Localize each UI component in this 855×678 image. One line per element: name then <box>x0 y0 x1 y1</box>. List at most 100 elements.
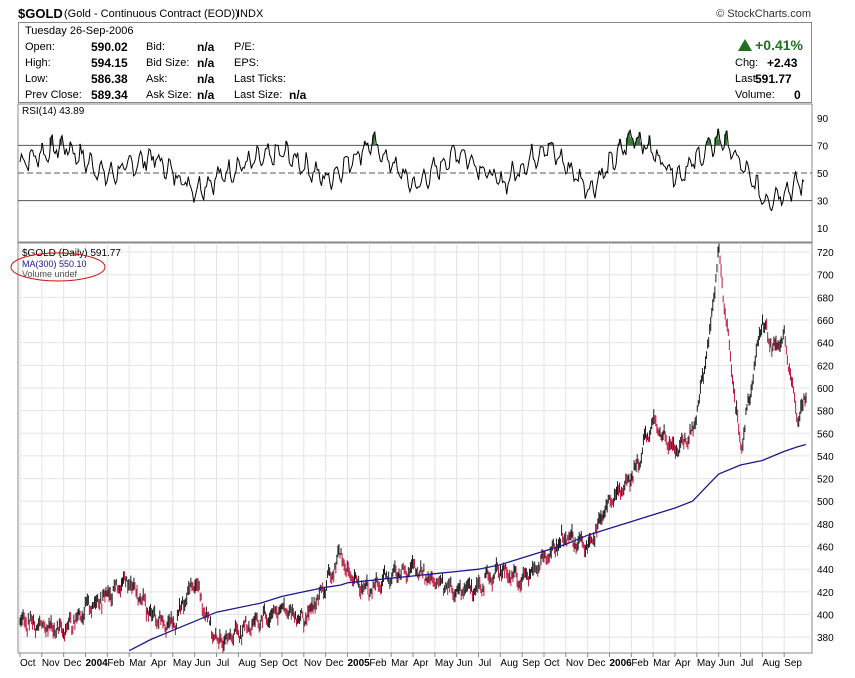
quote-date: Tuesday 26-Sep-2006 <box>25 25 134 37</box>
rsi-tick-50: 50 <box>817 169 829 180</box>
price-tick-600: 600 <box>817 384 834 395</box>
rsi-overbought-segment <box>551 143 554 146</box>
price-tick-420: 420 <box>817 588 834 599</box>
last-size-value: n/a <box>289 88 307 102</box>
price-tick-440: 440 <box>817 565 834 576</box>
ma-300-line <box>128 443 807 652</box>
rsi-tick-labels: 10 30 50 70 90 <box>817 114 829 235</box>
x-label-mar: Mar <box>129 658 147 669</box>
price-tick-520: 520 <box>817 475 834 486</box>
rsi-overbought-segment <box>707 137 709 146</box>
x-label-feb: Feb <box>369 658 387 669</box>
rsi-overbought-segment <box>715 136 718 146</box>
x-label-jul: Jul <box>741 658 754 669</box>
volume-value: 0 <box>794 88 801 102</box>
price-tick-700: 700 <box>817 271 834 282</box>
x-label-2006: 2006 <box>610 658 633 669</box>
bid-label: Bid: <box>146 41 165 53</box>
x-label-mar: Mar <box>391 658 409 669</box>
x-label-dec: Dec <box>588 658 606 669</box>
open-value: 590.02 <box>91 40 128 54</box>
symbol-description: (Gold - Continuous Contract (EOD)) <box>64 8 239 20</box>
chart-header: $GOLD (Gold - Continuous Contract (EOD))… <box>0 0 855 22</box>
last-value: 591.77 <box>755 72 792 86</box>
rsi-overbought-segment <box>370 144 373 146</box>
rsi-overbought-segment <box>639 142 642 146</box>
x-label-aug: Aug <box>500 658 518 669</box>
percent-change: +0.41% <box>738 37 803 53</box>
low-label: Low: <box>25 73 49 85</box>
x-label-jul: Jul <box>479 658 492 669</box>
brand-link[interactable]: © StockCharts.com <box>716 8 811 20</box>
symbol-title: $GOLD <box>18 6 63 21</box>
rsi-overbought-segment <box>638 131 641 146</box>
ask-size-value: n/a <box>197 88 215 102</box>
rsi-overbought-segment <box>60 135 63 146</box>
x-label-feb: Feb <box>107 658 125 669</box>
prev-close-value: 589.34 <box>91 88 128 102</box>
x-label-nov: Nov <box>304 658 322 669</box>
quote-panel: Tuesday 26-Sep-2006 Open: 590.02 High: 5… <box>18 22 812 103</box>
rsi-overbought-segment <box>273 144 276 146</box>
rsi-overbought-segment <box>708 139 711 146</box>
ask-size-label: Ask Size: <box>146 89 192 101</box>
x-label-may: May <box>435 658 454 669</box>
x-label-apr: Apr <box>675 658 691 669</box>
rsi-overbought-segment <box>550 142 552 146</box>
x-label-sep: Sep <box>784 658 802 669</box>
x-label-mar: Mar <box>653 658 671 669</box>
rsi-overbought-segment <box>631 138 633 146</box>
rsi-tick-10: 10 <box>817 224 829 235</box>
x-label-dec: Dec <box>64 658 82 669</box>
x-label-may: May <box>697 658 716 669</box>
rsi-overbought-segment <box>373 132 375 146</box>
price-tick-540: 540 <box>817 452 834 463</box>
rsi-overbought-segment <box>548 143 551 146</box>
x-label-aug: Aug <box>762 658 780 669</box>
rsi-tick-70: 70 <box>817 141 829 152</box>
x-label-jun: Jun <box>457 658 473 669</box>
price-tick-560: 560 <box>817 429 834 440</box>
pe-label: P/E: <box>234 41 255 53</box>
x-label-apr: Apr <box>151 658 167 669</box>
last-size-label: Last Size: <box>234 89 283 101</box>
x-label-oct: Oct <box>282 658 298 669</box>
bid-value: n/a <box>197 40 215 54</box>
rsi-overbought-segment <box>718 139 720 146</box>
high-label: High: <box>25 57 51 69</box>
rsi-tick-90: 90 <box>817 114 829 125</box>
legend-highlight-circle <box>10 252 106 282</box>
legend-volume: Volume undef <box>22 269 78 279</box>
x-label-apr: Apr <box>413 658 429 669</box>
x-axis-month-labels: Oct Nov Dec 2004 Feb Mar Apr May Jun Jul Aug Sep Oct… <box>20 658 802 669</box>
x-label-feb: Feb <box>631 658 649 669</box>
rsi-overbought-segment <box>530 143 533 146</box>
x-label-2005: 2005 <box>348 658 371 669</box>
bid-size-value: n/a <box>197 56 215 70</box>
rsi-panel: 10 30 50 70 90 RSI(14) 43.89 <box>17 103 829 243</box>
price-tick-680: 680 <box>817 293 834 304</box>
x-label-jun: Jun <box>195 658 211 669</box>
x-label-aug: Aug <box>238 658 256 669</box>
prev-close-label: Prev Close: <box>25 89 82 101</box>
price-tick-460: 460 <box>817 543 834 554</box>
price-tick-580: 580 <box>817 407 834 418</box>
rsi-overbought-segment <box>376 144 378 146</box>
rsi-tick-30: 30 <box>817 197 829 208</box>
volume-label: Volume: <box>735 89 775 101</box>
x-label-jul: Jul <box>217 658 230 669</box>
last-ticks-label: Last Ticks: <box>234 73 286 85</box>
percent-change-value: +0.41% <box>755 37 803 53</box>
rsi-overbought-segment <box>717 128 719 146</box>
x-label-oct: Oct <box>20 658 36 669</box>
rsi-line <box>19 128 805 212</box>
ask-value: n/a <box>197 72 215 86</box>
legend-ma: MA(300) 550.10 <box>22 259 87 269</box>
x-label-sep: Sep <box>522 658 540 669</box>
rsi-overbought-segment <box>627 132 629 146</box>
rsi-overbought-segment <box>374 144 377 146</box>
rsi-overbought-segment <box>725 130 727 146</box>
rsi-overbought-segment <box>637 137 639 146</box>
price-tick-720: 720 <box>817 248 834 259</box>
